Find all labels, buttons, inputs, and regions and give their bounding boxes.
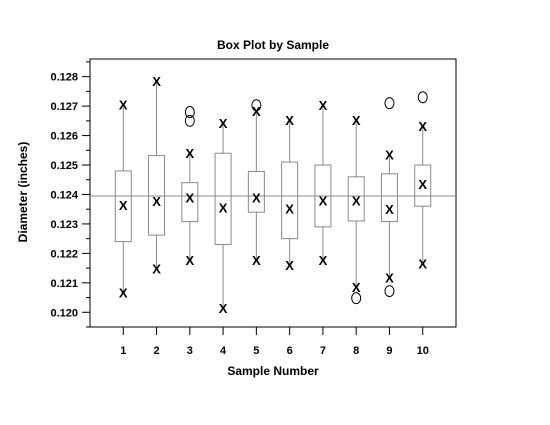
y-tick-label: 0.124 xyxy=(50,189,78,201)
x-tick-label: 5 xyxy=(253,345,259,357)
x-tick-label: 10 xyxy=(417,345,429,357)
outlier-point xyxy=(384,97,395,110)
marker-max: X xyxy=(185,146,194,161)
box-iqr xyxy=(314,164,332,228)
box-iqr xyxy=(181,182,199,223)
y-axis-label: Diameter (inches) xyxy=(16,142,30,243)
marker-min: X xyxy=(285,258,294,273)
y-tick-label: 0.128 xyxy=(50,72,78,84)
x-tick-label: 2 xyxy=(153,345,159,357)
y-tick-label: 0.127 xyxy=(50,101,78,113)
box-sample-8: X X X xyxy=(347,113,365,305)
x-tick-label: 1 xyxy=(120,345,126,357)
marker-median: X xyxy=(252,190,261,205)
marker-max: X xyxy=(385,148,394,163)
box-iqr xyxy=(380,173,398,223)
marker-median: X xyxy=(385,202,394,217)
chart-title: Box Plot by Sample xyxy=(217,38,329,52)
box-iqr xyxy=(414,164,432,207)
box-sample-2: X X X xyxy=(148,74,166,277)
box-sample-10: X X X xyxy=(414,91,432,272)
marker-median: X xyxy=(418,177,427,192)
y-tick-label: 0.125 xyxy=(50,160,78,172)
box-iqr xyxy=(214,152,232,246)
y-tick-label: 0.126 xyxy=(50,131,78,143)
marker-min: X xyxy=(119,286,128,301)
marker-median: X xyxy=(285,201,294,216)
outlier-point xyxy=(184,106,195,119)
box-iqr xyxy=(347,176,365,222)
marker-max: X xyxy=(319,98,328,113)
outlier-point xyxy=(251,99,262,112)
marker-max: X xyxy=(252,104,261,119)
x-tick-label: 6 xyxy=(287,345,293,357)
outlier-point xyxy=(384,285,395,298)
box-sample-9: X X X xyxy=(380,97,398,298)
marker-max: X xyxy=(219,116,228,131)
marker-median: X xyxy=(152,194,161,209)
box-iqr xyxy=(148,155,166,236)
marker-median: X xyxy=(119,198,128,213)
marker-min: X xyxy=(185,253,194,268)
x-tick-label: 3 xyxy=(187,345,193,357)
marker-max: X xyxy=(119,98,128,113)
marker-max: X xyxy=(418,119,427,134)
box-iqr xyxy=(247,171,265,213)
outlier-point xyxy=(351,292,362,305)
marker-min: X xyxy=(385,271,394,286)
marker-min: X xyxy=(418,257,427,272)
box-sample-5: X X X xyxy=(247,99,265,268)
marker-min: X xyxy=(252,253,261,268)
x-tick-label: 7 xyxy=(320,345,326,357)
box-sample-1: X X X xyxy=(114,98,132,301)
marker-max: X xyxy=(285,113,294,128)
marker-median: X xyxy=(185,190,194,205)
marker-median: X xyxy=(219,201,228,216)
box-series: X X X X X X X X X X X X X X X X X X X X X X X X X X X X X X xyxy=(114,74,432,316)
marker-min: X xyxy=(352,280,361,295)
marker-max: X xyxy=(152,74,161,89)
plot-area-frame xyxy=(89,58,457,328)
marker-max: X xyxy=(352,113,361,128)
y-tick-label: 0.123 xyxy=(50,219,78,231)
x-tick-label: 8 xyxy=(353,345,359,357)
marker-median: X xyxy=(319,193,328,208)
marker-min: X xyxy=(152,262,161,277)
y-tick-label: 0.120 xyxy=(50,307,78,319)
box-sample-7: X X X xyxy=(314,98,332,268)
outlier-point xyxy=(417,91,428,104)
x-tick-label: 9 xyxy=(386,345,392,357)
y-axis: 0.120 0.121 0.122 0.123 0.124 0.125 0.126 0.127… xyxy=(50,61,90,328)
box-sample-4: X X X xyxy=(214,116,232,316)
outlier-point xyxy=(184,114,195,127)
y-tick-label: 0.121 xyxy=(50,278,78,290)
box-iqr xyxy=(114,170,132,243)
x-axis-label: Sample Number xyxy=(227,364,319,378)
marker-min: X xyxy=(319,253,328,268)
marker-median: X xyxy=(352,193,361,208)
marker-min: X xyxy=(219,301,228,316)
x-axis: 1 2 3 4 5 6 7 8 9 10 xyxy=(120,327,429,357)
box-iqr xyxy=(281,161,299,240)
box-sample-3: X X X xyxy=(181,106,199,268)
y-tick-label: 0.122 xyxy=(50,248,78,260)
x-tick-label: 4 xyxy=(220,345,227,357)
box-sample-6: X X X xyxy=(281,113,299,273)
